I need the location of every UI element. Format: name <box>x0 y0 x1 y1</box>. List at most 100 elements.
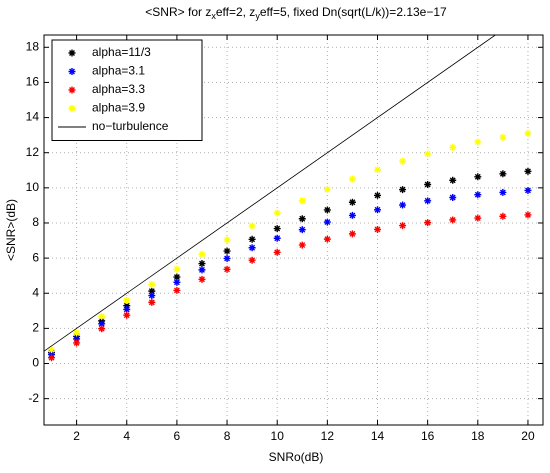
data-point <box>348 211 356 219</box>
x-tick-label: 10 <box>271 429 285 443</box>
data-point <box>173 265 181 273</box>
y-tick-label: -2 <box>28 391 39 405</box>
plot-marks <box>44 35 532 362</box>
y-tick-label: 14 <box>26 110 40 124</box>
y-axis-label: <SNR>(dB) <box>4 199 18 261</box>
x-tick-label: 8 <box>224 429 231 443</box>
data-point <box>273 234 281 242</box>
data-point <box>98 312 106 320</box>
data-point <box>424 181 432 188</box>
data-point <box>48 354 56 362</box>
data-point <box>449 176 457 184</box>
y-tick-label: 8 <box>32 215 39 229</box>
data-point <box>123 311 131 319</box>
y-tick-label: 0 <box>32 356 39 370</box>
data-point <box>98 325 106 333</box>
data-point <box>323 235 331 243</box>
data-point <box>123 302 131 310</box>
data-point <box>374 191 382 199</box>
x-tick-label: 14 <box>371 429 385 443</box>
y-tick-label: 12 <box>26 145 40 159</box>
data-point <box>123 296 131 304</box>
data-point <box>399 201 407 209</box>
legend-swatch <box>68 105 76 112</box>
data-point <box>374 225 382 233</box>
data-point <box>73 329 81 337</box>
data-point <box>73 335 81 343</box>
x-tick-label: 6 <box>174 429 181 443</box>
data-point <box>424 150 432 158</box>
chart-title: <SNR> for zxeff=2, zyeff=5, fixed Dn(sqr… <box>145 5 447 21</box>
data-point <box>323 185 331 193</box>
data-point <box>223 236 231 244</box>
data-point <box>449 143 457 151</box>
data-point <box>148 287 156 295</box>
data-point <box>98 320 106 328</box>
data-point <box>424 219 432 227</box>
data-point <box>348 230 356 238</box>
y-tick-label: 18 <box>26 39 40 53</box>
data-point <box>474 173 482 181</box>
title-part: <SNR> for z <box>145 5 211 19</box>
data-point <box>223 247 231 255</box>
plot-frame <box>43 34 544 426</box>
legend-label: alpha=3.3 <box>92 82 145 96</box>
data-point <box>374 206 382 214</box>
legend-label: alpha=3.1 <box>92 64 145 78</box>
data-point <box>248 222 256 230</box>
data-point <box>499 212 507 220</box>
data-point <box>198 275 206 283</box>
data-point <box>474 214 482 222</box>
data-point <box>273 209 281 217</box>
data-point <box>399 186 407 194</box>
y-tick-label: 6 <box>32 250 39 264</box>
legend-label: alpha=3.9 <box>92 101 145 115</box>
legend-swatch <box>68 49 76 57</box>
data-point <box>173 278 181 286</box>
x-tick-label: 2 <box>73 429 80 443</box>
data-point <box>524 186 532 194</box>
legend-label: alpha=11/3 <box>92 45 151 59</box>
data-point <box>73 339 81 347</box>
x-tick-label: 20 <box>521 429 535 443</box>
data-point <box>148 292 156 300</box>
data-point <box>148 298 156 306</box>
y-tick-label: 10 <box>26 180 40 194</box>
data-point <box>298 215 306 223</box>
data-point <box>524 129 532 137</box>
x-tick-label: 16 <box>421 429 435 443</box>
legend-swatch <box>68 68 76 75</box>
title-part: eff=5, fixed Dn(sqrt(L/k))=2.13e−17 <box>260 5 447 19</box>
data-point <box>248 244 256 252</box>
data-point <box>399 157 407 165</box>
data-point <box>223 265 231 273</box>
reference-line <box>44 35 496 352</box>
data-point <box>323 218 331 226</box>
data-point <box>198 250 206 258</box>
data-point <box>374 166 382 174</box>
legend-swatch <box>68 86 76 94</box>
data-point <box>123 305 131 313</box>
data-point <box>499 188 507 196</box>
data-point <box>449 216 457 224</box>
data-point <box>499 133 507 141</box>
data-point <box>273 248 281 256</box>
data-point <box>298 197 306 205</box>
data-point <box>173 273 181 281</box>
data-point <box>223 254 231 262</box>
data-point <box>474 191 482 199</box>
data-point <box>348 198 356 206</box>
data-point <box>273 225 281 233</box>
title-subscript: x <box>211 11 216 21</box>
data-point <box>48 346 56 354</box>
title-subscript: y <box>255 11 260 21</box>
data-point <box>298 226 306 234</box>
x-axis-label: SNRo(dB) <box>269 450 324 464</box>
data-point <box>424 197 432 205</box>
x-tick-label: 12 <box>321 429 335 443</box>
y-tick-label: 2 <box>32 321 39 335</box>
data-point <box>248 235 256 243</box>
data-point <box>198 260 206 268</box>
data-point <box>323 206 331 214</box>
